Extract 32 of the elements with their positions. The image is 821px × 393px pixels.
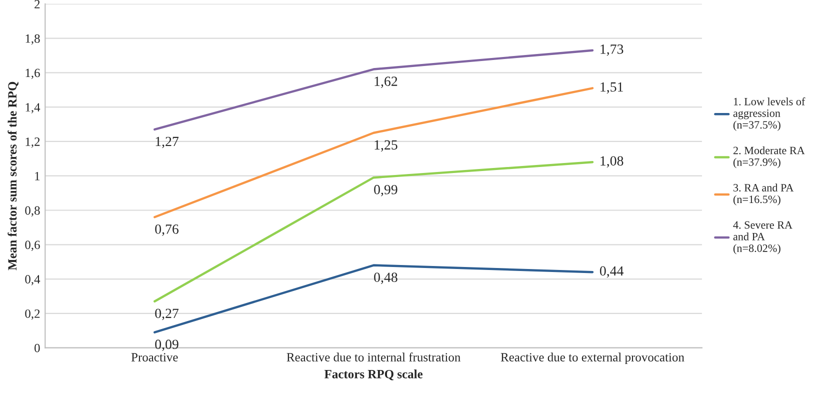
legend-label: 4. Severe RA and PA (n=8.02%) bbox=[733, 221, 792, 254]
y-tick-label: 0 bbox=[34, 344, 40, 352]
data-label: 1,51 bbox=[600, 82, 623, 94]
data-label: 1,08 bbox=[600, 156, 624, 168]
data-label: 0,48 bbox=[374, 272, 398, 284]
y-tick-label: 1,6 bbox=[26, 68, 40, 79]
data-label: 0,44 bbox=[600, 266, 624, 278]
data-label: 0,27 bbox=[155, 308, 179, 320]
y-tick-label: 1,4 bbox=[26, 103, 40, 114]
x-tick-label: Reactive due to internal frustration bbox=[286, 352, 460, 362]
data-label: 0,76 bbox=[155, 224, 179, 236]
y-axis-title: Mean factor sum scores of the RPQ bbox=[8, 82, 18, 270]
x-tick-label: Reactive due to external provocation bbox=[500, 352, 684, 364]
y-tick-label: 1 bbox=[35, 172, 40, 180]
legend-label: 2. Moderate RA (n=37.9%) bbox=[733, 146, 805, 168]
legend-label: 3. RA and PA (n=16.5%) bbox=[733, 184, 794, 206]
data-label: 0,09 bbox=[155, 340, 178, 352]
y-tick-label: 1,2 bbox=[26, 138, 40, 148]
y-tick-label: 0,8 bbox=[25, 206, 40, 217]
y-tick-label: 1,8 bbox=[26, 34, 40, 45]
y-tick-label: 2 bbox=[34, 0, 40, 8]
y-tick-label: 0,4 bbox=[25, 275, 40, 286]
data-label: 1,27 bbox=[156, 136, 179, 148]
x-axis-title: Factors RPQ scale bbox=[324, 370, 423, 380]
data-label: 0,99 bbox=[374, 184, 398, 196]
legend-label: 1. Low levels of aggression (n=37.5%) bbox=[733, 97, 806, 131]
x-tick-label: Proactive bbox=[131, 353, 178, 362]
data-label: 1,25 bbox=[374, 140, 398, 152]
data-label: 1,73 bbox=[600, 44, 624, 56]
y-tick-label: 0,6 bbox=[25, 240, 40, 251]
data-label: 1,62 bbox=[374, 76, 398, 88]
y-tick-label: 0,2 bbox=[25, 309, 40, 320]
